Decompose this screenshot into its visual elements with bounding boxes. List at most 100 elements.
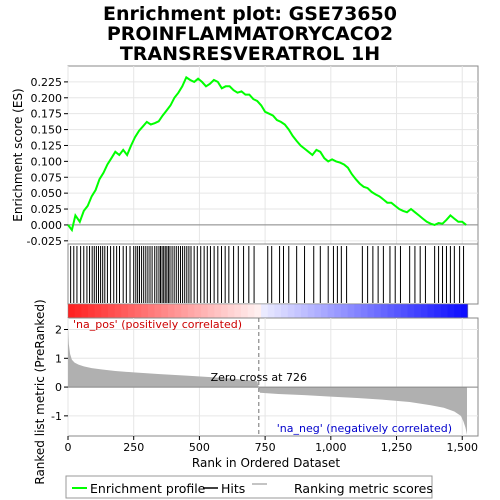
x-axis-label: Rank in Ordered Dataset — [192, 456, 340, 470]
color-bar-segment — [154, 304, 162, 318]
hits-panel-frame — [67, 243, 479, 305]
pos-label: 'na_pos' (positively correlated) — [73, 318, 242, 331]
color-bar-segment — [181, 304, 189, 318]
color-bar-segment — [87, 304, 96, 318]
color-bar-segment — [327, 304, 335, 318]
zero-cross-label: Zero cross at 726 — [211, 371, 307, 384]
color-bar-segment — [227, 304, 236, 318]
chart-title-line-3: TRANSRESVERATROL 1H — [120, 43, 380, 65]
es-tick-label: 0.025 — [31, 203, 63, 216]
color-bar-segment — [167, 304, 176, 318]
es-tick-label: -0.025 — [27, 235, 62, 248]
color-bar-segment — [221, 304, 229, 318]
color-bar-segment — [427, 304, 435, 318]
x-tick-label: 0 — [65, 441, 72, 454]
x-tick-label: 1,500 — [446, 441, 478, 454]
metric-tick-label: 1 — [55, 352, 62, 365]
es-tick-label: 0.225 — [31, 76, 63, 89]
es-tick-label: 0.125 — [31, 139, 63, 152]
legend-enrichment-label: Enrichment profile — [90, 481, 206, 496]
es-panel-frame — [67, 65, 479, 245]
legend-box — [65, 475, 433, 499]
x-tick-label: 1,000 — [315, 441, 347, 454]
es-y-axis-label: Enrichment score (ES) — [11, 88, 25, 221]
color-bar-segment — [94, 304, 102, 318]
legend-ranking-label: Ranking metric scores — [294, 481, 433, 496]
color-bar-segment — [101, 304, 109, 318]
color-bar-segment — [187, 304, 196, 318]
color-bar-segment — [141, 304, 149, 318]
color-bar-segment — [347, 304, 355, 318]
ranking-metric-area — [68, 326, 467, 435]
color-bar-segment — [261, 304, 269, 318]
neg-label: 'na_neg' (negatively correlated) — [277, 422, 452, 435]
color-bar-segment — [267, 304, 276, 318]
color-bar-segment — [147, 304, 156, 318]
metric-tick-label: 0 — [55, 381, 62, 394]
legend-hits-label: Hits — [221, 481, 245, 496]
color-bar-segment — [274, 304, 282, 318]
color-bar-segment — [234, 304, 242, 318]
x-tick-label: 500 — [189, 441, 210, 454]
es-tick-label: 0.175 — [31, 108, 63, 121]
metric-y-axis-label: Ranked list metric (PreRanked) — [33, 299, 47, 484]
es-tick-label: 0.150 — [31, 124, 63, 137]
es-y-ticks: -0.025 0.000 0.025 0.050 0.075 0.100 0.125 0.15… — [27, 76, 68, 248]
color-bar-segment — [174, 304, 182, 318]
color-bar-segment — [254, 304, 262, 318]
rank-color-bar — [67, 303, 469, 319]
color-bar-segment — [247, 304, 256, 318]
color-bar-segment — [127, 304, 136, 318]
color-bar-segment — [74, 304, 82, 318]
color-bar-segment — [407, 304, 415, 318]
hit-markers — [70, 246, 465, 303]
color-bar-segment — [241, 304, 249, 318]
es-tick-label: 0.000 — [31, 219, 63, 232]
color-bar-segment — [121, 304, 129, 318]
metric-tick-label: 2 — [55, 324, 62, 337]
color-bar-segment — [134, 304, 142, 318]
color-bar-segment — [460, 304, 469, 318]
color-bar-segment — [340, 304, 349, 318]
color-bar-segment — [434, 304, 442, 318]
metric-y-ticks: -1 0 1 2 — [51, 324, 68, 423]
color-bar-segment — [387, 304, 395, 318]
color-bar-segment — [114, 304, 122, 318]
color-bar-segment — [400, 304, 409, 318]
chart-title-line-2: PROINFLAMMATORYCACO2 — [107, 23, 393, 45]
color-bar-segment — [161, 304, 169, 318]
color-bar-segment — [214, 304, 222, 318]
color-bar-segment — [414, 304, 422, 318]
color-bar-segment — [374, 304, 382, 318]
color-bar-segment — [314, 304, 322, 318]
color-bar-segment — [394, 304, 402, 318]
color-bar-segment — [301, 304, 309, 318]
color-bar-segment — [194, 304, 202, 318]
color-bar-segment — [281, 304, 289, 318]
metric-tick-label: -1 — [51, 410, 62, 423]
x-tick-label: 250 — [123, 441, 144, 454]
es-tick-label: 0.075 — [31, 171, 63, 184]
color-bar-segment — [294, 304, 302, 318]
enrichment-profile-line — [67, 75, 467, 233]
color-bar-segment — [354, 304, 362, 318]
color-bar-segment — [287, 304, 295, 318]
es-gridlines — [67, 66, 478, 244]
chart-title-line-1: Enrichment plot: GSE73650 — [103, 3, 397, 25]
color-bar-segment — [307, 304, 315, 318]
color-bar-segment — [201, 304, 209, 318]
x-tick-label: 1,250 — [381, 441, 413, 454]
color-bar-segment — [447, 304, 455, 318]
color-bar-segment — [360, 304, 369, 318]
color-bar-segment — [207, 304, 216, 318]
color-bar-segment — [334, 304, 342, 318]
es-tick-label: 0.100 — [31, 155, 63, 168]
color-bar-segment — [420, 304, 429, 318]
color-bar-segment — [81, 304, 89, 318]
color-bar-segment — [454, 304, 462, 318]
x-axis-ticks: 0 250 500 750 1,000 1,250 1,500 — [65, 436, 478, 454]
color-bar-segment — [68, 304, 76, 318]
color-bar-segment — [440, 304, 449, 318]
es-tick-label: 0.050 — [31, 187, 63, 200]
